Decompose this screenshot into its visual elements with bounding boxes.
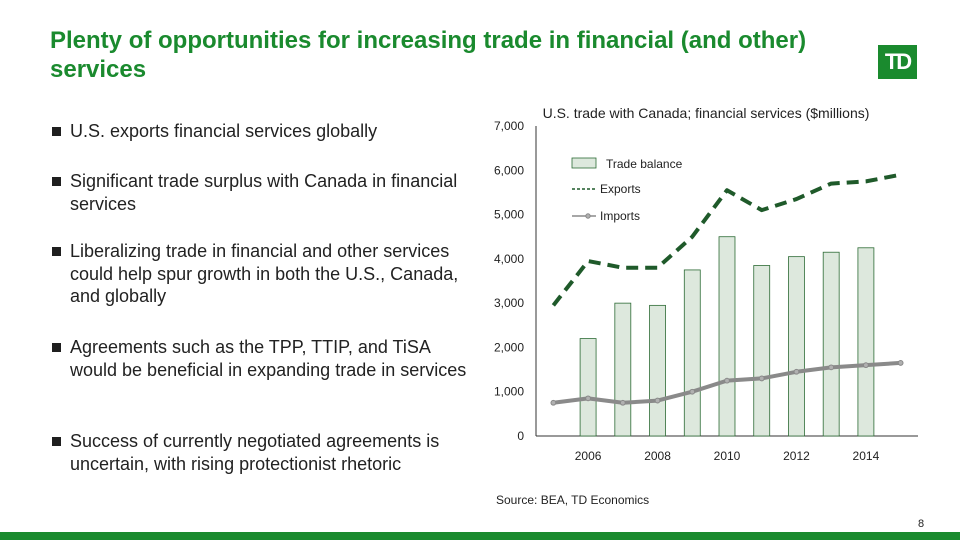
bullet-text: Liberalizing trade in financial and othe…: [70, 241, 459, 306]
bullet-text: Success of currently negotiated agreemen…: [70, 431, 440, 474]
y-tick-label: 1,000: [494, 385, 524, 399]
imports-point: [619, 399, 626, 406]
imports-point: [897, 360, 904, 366]
legend-swatch-trade-balance: [571, 157, 597, 169]
bullet-item: Significant trade surplus with Canada in…: [50, 170, 470, 215]
x-tick-label: 2008: [644, 449, 671, 463]
imports-point: [689, 388, 696, 395]
trade-balance-bar: [718, 236, 736, 437]
bullet-item: Agreements such as the TPP, TTIP, and Ti…: [50, 336, 470, 381]
page-number: 8: [918, 518, 925, 530]
legend-marker-imports: [585, 213, 591, 219]
bullet-square-icon: [52, 247, 61, 256]
y-tick-label: 2,000: [494, 340, 524, 354]
trade-chart-svg: U.S. trade with Canada; financial servic…: [494, 105, 918, 463]
bullet-item: Success of currently negotiated agreemen…: [50, 430, 470, 475]
trade-balance-bar: [649, 304, 666, 437]
bullet-text: Significant trade surplus with Canada in…: [70, 171, 458, 214]
legend-label-imports: Imports: [600, 209, 640, 223]
bullet-square-icon: [52, 177, 61, 186]
trade-balance-bar: [822, 251, 840, 437]
td-logo: TD: [878, 45, 917, 79]
imports-point: [828, 364, 835, 371]
imports-point: [585, 395, 591, 402]
x-tick-label: 2006: [575, 449, 602, 463]
chart-title: U.S. trade with Canada; financial servic…: [543, 105, 870, 121]
bullet-square-icon: [52, 437, 61, 446]
trade-balance-bar: [788, 256, 805, 437]
trade-balance-bar: [857, 247, 875, 437]
legend-label-trade-balance: Trade balance: [606, 157, 683, 171]
imports-point: [758, 375, 765, 382]
bullet-square-icon: [52, 343, 61, 352]
footer-bar: [0, 532, 960, 540]
imports-point: [793, 368, 800, 375]
imports-point: [724, 377, 730, 384]
x-tick-label: 2012: [783, 449, 810, 463]
trade-balance-bar: [579, 338, 597, 437]
source-note: Source: BEA, TD Economics: [496, 493, 650, 507]
y-tick-label: 3,000: [494, 296, 524, 310]
trade-balance-bar: [614, 302, 632, 437]
imports-point: [654, 397, 661, 404]
imports-point: [863, 362, 869, 369]
y-tick-label: 5,000: [494, 208, 524, 222]
x-tick-label: 2014: [853, 449, 880, 463]
slide-title: Plenty of opportunities for increasing t…: [50, 27, 807, 83]
y-tick-label: 4,000: [494, 252, 524, 266]
bullet-item: U.S. exports financial services globally: [50, 120, 470, 143]
x-tick-label: 2010: [714, 449, 741, 463]
y-tick-label: 7,000: [494, 119, 524, 133]
exports-line: [551, 172, 902, 307]
trade-chart: U.S. trade with Canada; financial servic…: [478, 96, 938, 516]
trade-balance-bar: [683, 269, 701, 437]
bullet-item: Liberalizing trade in financial and othe…: [50, 240, 470, 308]
y-tick-label: 0: [517, 429, 524, 443]
bullet-text: Agreements such as the TPP, TTIP, and Ti…: [70, 337, 467, 380]
bullet-square-icon: [52, 127, 61, 136]
y-tick-label: 6,000: [494, 163, 524, 177]
bullet-text: U.S. exports financial services globally: [70, 121, 378, 141]
trade-balance-bar: [753, 265, 771, 437]
imports-point: [550, 399, 557, 406]
legend-label-exports: Exports: [600, 182, 641, 196]
